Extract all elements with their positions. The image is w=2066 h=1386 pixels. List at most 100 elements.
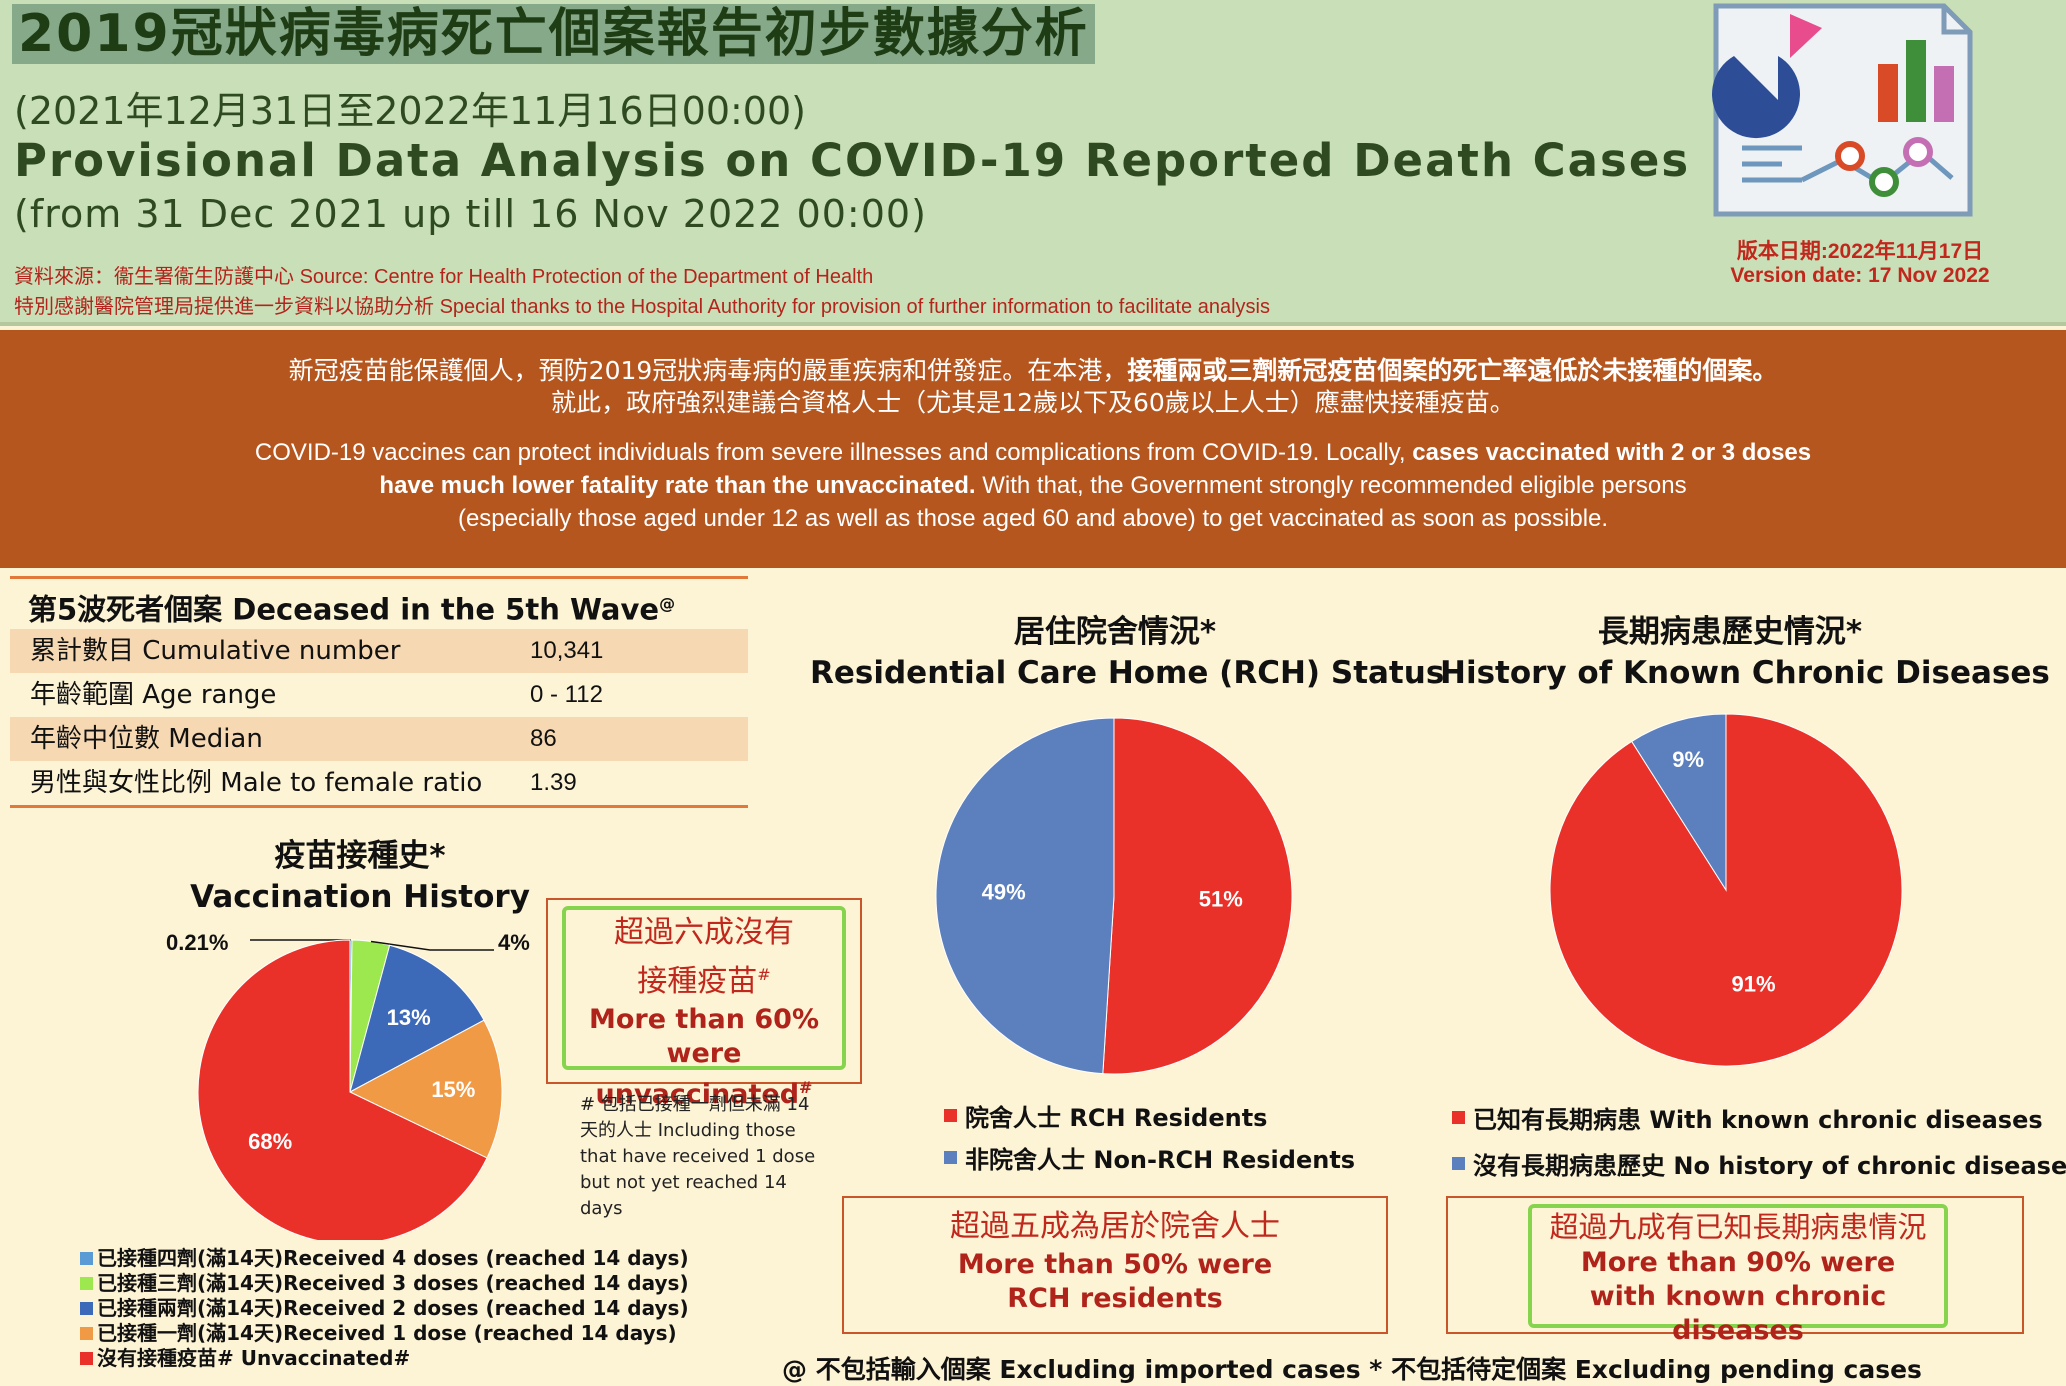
chronic-highlight-en2: with known chronic diseases xyxy=(1589,1281,1887,1346)
pie-slice xyxy=(1549,713,1903,1067)
thanks-en: Special thanks to the Hospital Authority… xyxy=(439,296,1270,318)
slice-label: 13% xyxy=(387,1005,431,1030)
vaccination-highlight-box xyxy=(546,898,862,1084)
leader-line xyxy=(370,940,494,951)
chronic-highlight-box xyxy=(1446,1196,2024,1334)
vaccination-highlight-inner: 超過六成沒有 接種疫苗# More than 60% were unvaccin… xyxy=(562,906,846,1110)
version-zh: 版本日期:2022年11月17日 xyxy=(1736,240,1984,263)
row-label: 年齡範圍 Age range xyxy=(30,680,277,710)
table-rule xyxy=(10,805,748,808)
vaccination-highlight-en2: were unvaccinated# xyxy=(566,1037,842,1112)
vaccination-highlight-en1: More than 60% xyxy=(588,1004,820,1035)
row-value: 1.39 xyxy=(530,769,577,796)
legend-swatch xyxy=(944,1151,957,1164)
report-chart-icon xyxy=(1712,3,1973,217)
chronic-highlight-inner: 超過九成有已知長期病患情況 More than 90% were with kn… xyxy=(1528,1204,1948,1346)
legend-label: 已接種四劑(滿14天)Received 4 doses (reached 14 … xyxy=(97,1246,689,1270)
legend-item: 已接種四劑(滿14天)Received 4 doses (reached 14 … xyxy=(80,1246,689,1271)
rch-title-en: Residential Care Home (RCH) Status xyxy=(810,655,1445,691)
thanks-line: 特別感謝醫院管理局提供進一步資料以協助分析 Special thanks to … xyxy=(14,290,1270,319)
legend-item: 沒有長期病患歷史 No history of chronic diseases xyxy=(1452,1146,2066,1181)
table-row: 累計數目 Cumulative number 10,341 xyxy=(10,629,748,673)
rch-highlight-en1: More than 50% were xyxy=(957,1249,1273,1280)
slice-label: 49% xyxy=(982,880,1026,905)
slice-label: 15% xyxy=(431,1077,475,1102)
banner-en-line1-strong: cases vaccinated with 2 or 3 doses xyxy=(1412,439,1812,466)
table-row: 年齡範圍 Age range 0 - 112 xyxy=(10,673,748,717)
legend-label: 已接種三劑(滿14天)Received 3 doses (reached 14 … xyxy=(97,1271,689,1295)
legend-label: 已知有長期病患 With known chronic diseases xyxy=(1473,1106,2043,1134)
pie-slice xyxy=(197,939,488,1240)
row-label: 年齡中位數 Median xyxy=(30,724,263,754)
slice-label: 0.21% xyxy=(166,930,228,955)
vaccination-legend: 已接種四劑(滿14天)Received 4 doses (reached 14 … xyxy=(80,1246,689,1371)
legend-label: 沒有長期病患歷史 No history of chronic diseases xyxy=(1473,1152,2066,1180)
vaccination-pie-chart: 0.21% 4% 13% 15% 68% xyxy=(166,930,530,1240)
legend-item: 院舍人士 RCH Residents xyxy=(944,1098,1267,1133)
banner-en-line1-text: COVID-19 vaccines can protect individual… xyxy=(254,439,1413,466)
table-row: 男性與女性比例 Male to female ratio 1.39 xyxy=(10,761,748,805)
vaccination-highlight-en2-text: were unvaccinated xyxy=(595,1038,800,1110)
slice-label: 68% xyxy=(248,1129,292,1154)
legend-item: 已接種一劑(滿14天)Received 1 dose (reached 14 d… xyxy=(80,1321,689,1346)
row-label: 累計數目 Cumulative number xyxy=(30,636,401,666)
legend-swatch xyxy=(944,1109,957,1122)
table-heading-mark: @ xyxy=(659,594,676,613)
table-rule xyxy=(10,576,748,579)
table-heading-text: 第5波死者個案 Deceased in the 5th Wave xyxy=(28,592,660,627)
pie-slice xyxy=(1631,713,1727,892)
vaccination-highlight-en2-mark: # xyxy=(799,1078,813,1097)
chronic-highlight-zh: 超過九成有已知長期病患情況 xyxy=(1549,1210,1927,1244)
table-heading: 第5波死者個案 Deceased in the 5th Wave@ xyxy=(10,579,748,629)
page-title-zh: 2019冠狀病毒病死亡個案報告初步數據分析 xyxy=(12,4,1095,64)
rch-highlight-en2: RCH residents xyxy=(1007,1283,1223,1314)
legend-swatch xyxy=(80,1352,93,1365)
row-value: 10,341 xyxy=(530,637,604,664)
chronic-title-en: History of Known Chronic Diseases xyxy=(1440,655,2050,691)
legend-swatch xyxy=(80,1277,93,1290)
legend-label: 已接種兩劑(滿14天)Received 2 doses (reached 14 … xyxy=(97,1296,689,1320)
slice-label: 4% xyxy=(498,930,530,955)
vaccination-highlight-zh2-text: 接種疫苗 xyxy=(637,964,758,999)
rch-pie-chart: 51% 49% xyxy=(935,717,1293,1075)
banner-en-line2-strong: have much lower fatality rate than the u… xyxy=(379,472,976,499)
slice-label: 91% xyxy=(1731,972,1775,997)
source-en: Source: Centre for Health Protection of … xyxy=(299,266,874,288)
unvaccinated-footnote: # 包括已接種一劑但未滿 14 天的人士 Including those tha… xyxy=(580,1094,816,1219)
slice-label: 51% xyxy=(1199,886,1243,911)
pie-slice xyxy=(349,944,485,1093)
table-row: 年齡中位數 Median 86 xyxy=(10,717,748,761)
period-en: (from 31 Dec 2021 up till 16 Nov 2022 00… xyxy=(14,192,927,236)
banner-zh-line2: 就此，政府強烈建議合資格人士（尤其是12歲以下及60歲以上人士）應盡快接種疫苗。 xyxy=(551,388,1515,417)
page-footnote: @ 不包括輸入個案 Excluding imported cases * 不包括… xyxy=(782,1355,1922,1384)
legend-swatch xyxy=(1452,1157,1465,1170)
legend-swatch xyxy=(80,1327,93,1340)
banner-zh-line1: 新冠疫苗能保護個人，預防2019冠狀病毒病的嚴重疾病和併發症。在本港，接種兩或三… xyxy=(0,354,2066,388)
legend-swatch xyxy=(80,1252,93,1265)
banner-zh-line1-text: 新冠疫苗能保護個人，預防2019冠狀病毒病的嚴重疾病和併發症。在本港， xyxy=(288,356,1128,385)
vaccination-highlight-zh2: 接種疫苗# xyxy=(566,954,842,1003)
legend-item: 已接種兩劑(滿14天)Received 2 doses (reached 14 … xyxy=(80,1296,689,1321)
chronic-title-zh: 長期病患歷史情況* xyxy=(1597,614,1863,650)
legend-item: 已知有長期病患 With known chronic diseases xyxy=(1452,1100,2043,1135)
pie-slice xyxy=(348,1019,503,1159)
version-en: Version date: 17 Nov 2022 xyxy=(1730,264,1990,287)
vaccination-highlight-zh2-mark: # xyxy=(757,965,771,984)
vaccination-highlight-zh1: 超過六成沒有 xyxy=(614,915,794,950)
legend-swatch xyxy=(1452,1111,1465,1124)
source-line: 資料來源：衞生署衞生防護中心 Source: Centre for Health… xyxy=(14,260,873,289)
version-date: 版本日期:2022年11月17日 Version date: 17 Nov 20… xyxy=(1700,240,2020,288)
banner-zh-line1-strong: 接種兩或三劑新冠疫苗個案的死亡率遠低於未接種的個案。 xyxy=(1127,356,1778,385)
vaccination-chart-title: 疫苗接種史* Vaccination History xyxy=(165,836,555,918)
legend-label: 非院舍人士 Non-RCH Residents xyxy=(965,1146,1356,1174)
pie-slice xyxy=(935,717,1115,1075)
deceased-stats-table: 第5波死者個案 Deceased in the 5th Wave@ 累計數目 C… xyxy=(10,576,748,808)
rch-highlight-zh: 超過五成為居於院舍人士 xyxy=(950,1209,1280,1244)
rch-highlight-box: 超過五成為居於院舍人士 More than 50% were RCH resid… xyxy=(842,1196,1388,1334)
row-label: 男性與女性比例 Male to female ratio xyxy=(30,768,483,798)
rch-chart-title: 居住院舍情況* Residential Care Home (RCH) Stat… xyxy=(810,612,1445,694)
legend-label: 院舍人士 RCH Residents xyxy=(965,1104,1268,1132)
banner-en-line3: (especially those aged under 12 as well … xyxy=(457,505,1609,532)
banner-en-line1: COVID-19 vaccines can protect individual… xyxy=(0,436,2066,469)
banner-en-line2: have much lower fatality rate than the u… xyxy=(0,469,2066,502)
